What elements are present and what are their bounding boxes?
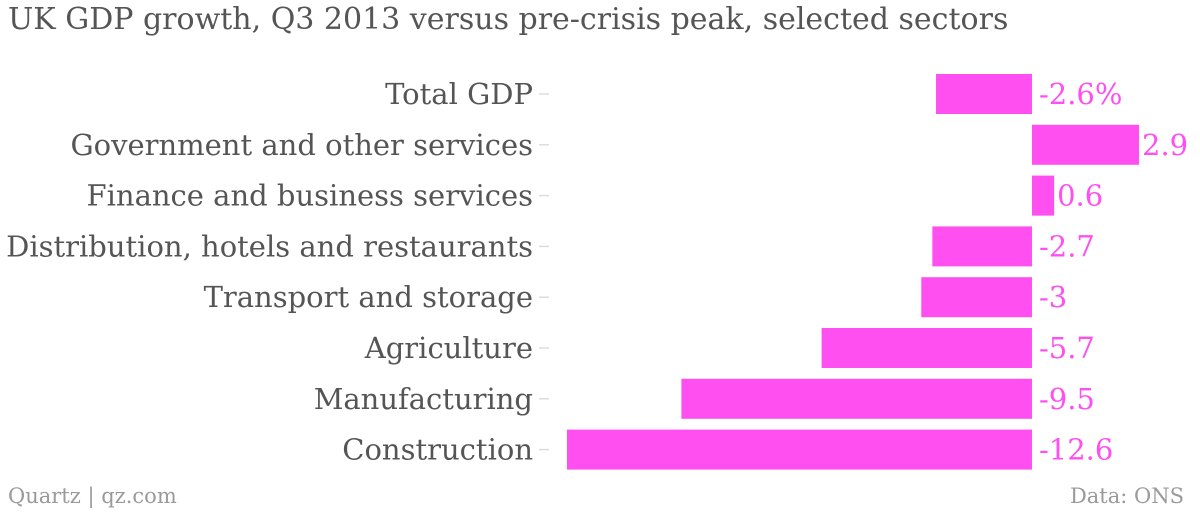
value-label: 0.6 bbox=[1057, 179, 1103, 213]
bar bbox=[936, 74, 1032, 114]
category-label: Government and other services bbox=[70, 128, 533, 162]
category-label: Manufacturing bbox=[314, 382, 533, 416]
footer-source-left: Quartz | qz.com bbox=[8, 484, 177, 508]
value-label: -3 bbox=[1039, 280, 1067, 314]
category-label: Transport and storage bbox=[204, 280, 533, 314]
bar bbox=[932, 226, 1032, 267]
bar bbox=[681, 378, 1032, 419]
bar bbox=[567, 429, 1032, 470]
value-label: 2.9 bbox=[1142, 128, 1188, 162]
chart-title: UK GDP growth, Q3 2013 versus pre-crisis… bbox=[8, 2, 1009, 37]
value-label: -12.6 bbox=[1039, 433, 1113, 467]
value-label: -2.7 bbox=[1039, 229, 1095, 263]
value-label: -2.6% bbox=[1039, 77, 1122, 111]
bar bbox=[1031, 124, 1139, 165]
category-label: Total GDP bbox=[385, 77, 533, 111]
value-label: -9.5 bbox=[1039, 382, 1095, 416]
value-label: -5.7 bbox=[1039, 331, 1095, 365]
category-label: Construction bbox=[342, 433, 533, 467]
category-label: Finance and business services bbox=[87, 179, 533, 213]
footer-source-right: Data: ONS bbox=[1069, 484, 1184, 508]
category-label: Agriculture bbox=[364, 331, 533, 365]
bar bbox=[1031, 175, 1055, 216]
bar bbox=[821, 328, 1032, 368]
bar bbox=[921, 277, 1032, 318]
category-label: Distribution, hotels and restaurants bbox=[6, 229, 533, 263]
